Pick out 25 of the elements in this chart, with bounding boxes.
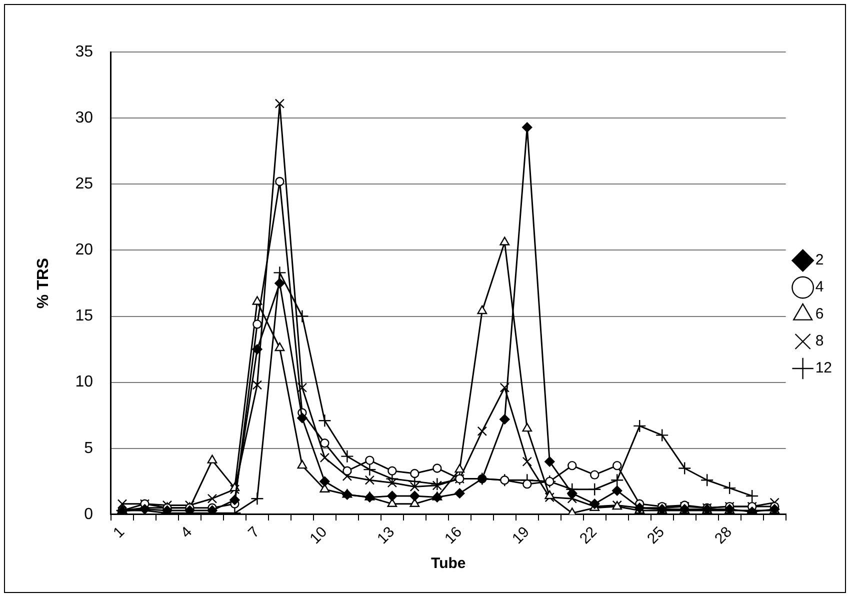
legend-label: 12	[815, 360, 832, 377]
y-tick-label: 0	[84, 506, 94, 523]
legend-label: 4	[815, 278, 824, 296]
x-tick-label: 28	[712, 524, 736, 548]
y-axis-title: % TRS	[35, 258, 52, 309]
x-tick-label: 1	[110, 524, 128, 542]
x-tick-label: 4	[178, 524, 196, 542]
y-tick-label: 20	[75, 242, 94, 259]
y-tick-label: 10	[75, 374, 94, 391]
x-axis-title: Tube	[431, 555, 466, 572]
legend-label: 6	[815, 306, 824, 323]
x-tick-label: 10	[306, 524, 330, 548]
x-tick-label: 13	[374, 524, 398, 548]
y-tick-label: 30	[75, 109, 94, 126]
legend-label: 8	[815, 332, 824, 350]
x-tick-label: 25	[644, 524, 668, 548]
x-tick-label: 22	[576, 524, 600, 548]
legend-label: 2	[815, 252, 824, 269]
y-tick-label: 5	[84, 440, 94, 457]
x-tick-label: 16	[442, 524, 466, 548]
y-tick-label: 35	[75, 43, 94, 60]
x-tick-label: 19	[509, 524, 533, 548]
y-tick-label: 25	[75, 176, 94, 193]
y-tick-label: 15	[75, 308, 94, 325]
x-tick-label: 7	[245, 524, 263, 542]
